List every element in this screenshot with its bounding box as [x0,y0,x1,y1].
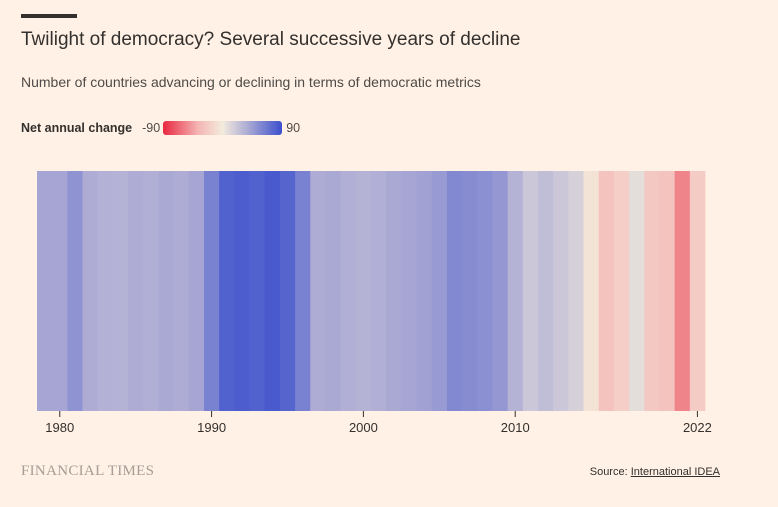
x-tick-label-2022: 2022 [683,420,712,435]
stripe-2017 [613,171,630,411]
stripe-1996 [295,171,311,411]
stripe-2000 [355,171,372,411]
legend-max-label: 90 [286,121,301,135]
color-legend: Net annual change -90 90 [21,119,300,137]
stripe-2005 [431,171,448,411]
stripe-2009 [492,171,509,411]
stripe-2006 [446,171,463,411]
stripe-1988 [173,171,190,411]
stripe-2020 [659,171,676,411]
stripe-2004 [416,171,433,411]
stripe-1989 [188,171,205,411]
x-tick-label-1980: 1980 [45,420,74,435]
stripe-2016 [598,171,615,411]
x-tick-label-2000: 2000 [349,420,378,435]
legend-gradient-bar [163,121,283,135]
stripe-2018 [629,171,645,411]
stripe-1992 [234,171,250,411]
stripe-1986 [143,171,159,411]
chart-subtitle: Number of countries advancing or declini… [21,74,481,90]
x-axis: 1980 1990 2000 2010 2022 [45,411,712,435]
chart-title: Twilight of democracy? Several successiv… [21,29,521,50]
stripe-2019 [644,171,660,411]
top-rule [21,14,77,18]
warming-stripes-chart: 1980 1990 2000 2010 2022 [37,171,712,435]
legend-min-label: -90 [142,121,161,135]
stripe-1993 [249,171,266,411]
stripe-2008 [477,171,493,411]
stripe-2022 [689,171,706,411]
x-tick-label-1990: 1990 [197,420,226,435]
stripe-1997 [310,171,326,411]
stripe-2001 [371,171,387,411]
legend-label: Net annual change [21,121,133,135]
x-tick-label-2010: 2010 [501,420,530,435]
stripe-1994 [264,171,281,411]
stripe-2021 [674,171,691,411]
stripe-1999 [340,171,357,411]
source-note: Source: International IDEA [590,466,720,478]
stripe-2012 [538,171,554,411]
stripe-1987 [158,171,175,411]
stripe-1980 [52,171,68,411]
source-link[interactable]: International IDEA [630,466,720,478]
stripe-1984 [112,171,129,411]
stripes-group [37,171,706,411]
stripe-1995 [279,171,296,411]
stripe-1998 [325,171,342,411]
ft-brand-logo: FINANCIAL TIMES [21,463,155,479]
stripe-1991 [219,171,235,411]
stripe-1983 [97,171,114,411]
stripe-1979 [37,171,53,411]
stripe-2002 [386,171,402,411]
stripe-2015 [583,171,600,411]
stripe-1985 [128,171,144,411]
stripe-1990 [204,171,220,411]
stripe-2003 [401,171,417,411]
stripe-2014 [568,171,584,411]
stripe-1982 [82,171,99,411]
stripe-2010 [507,171,524,411]
stripe-2013 [553,171,569,411]
source-label: Source: [589,466,628,478]
stripe-2011 [522,171,539,411]
stripe-1981 [67,171,83,411]
stripe-2007 [462,171,478,411]
